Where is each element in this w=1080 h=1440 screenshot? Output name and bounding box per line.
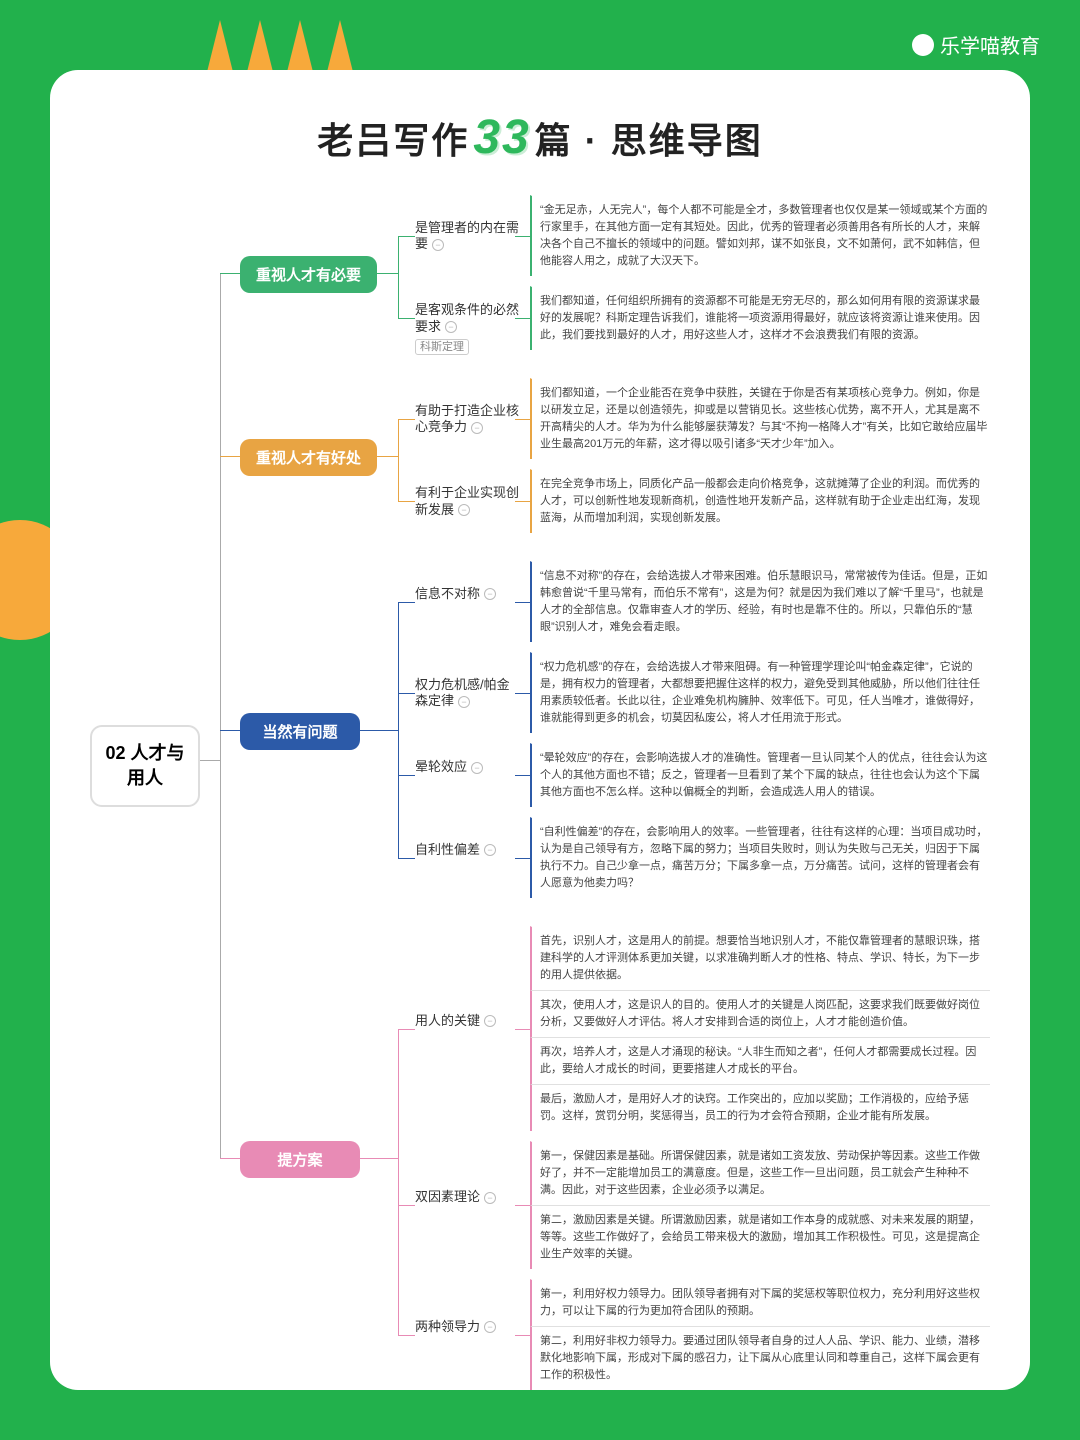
page-title: 老吕写作33篇 · 思维导图 [80,110,1000,165]
collapse-icon[interactable]: − [471,422,483,434]
leaf-group: “信息不对称”的存在，会给选拔人才带来困难。伯乐慧眼识马，常常被传为佳话。但是，… [530,561,990,642]
branch-node: 提方案 [240,1141,360,1178]
leaf-group: “晕轮效应”的存在，会影响选拔人才的准确性。管理者一旦认同某个人的优点，往往会认… [530,743,990,807]
leaf-group: 我们都知道，任何组织所拥有的资源都不可能是无穷无尽的，那么如何用有限的资源谋求最… [530,286,990,350]
sub-node: 晕轮效应− [415,759,483,776]
leaf-text: 其次，使用人才，这是识人的目的。使用人才的关键是人岗匹配，这要求我们既要做好岗位… [530,990,990,1037]
leaf-group: “权力危机感”的存在，会给选拔人才带来阻碍。有一种管理学理论叫“帕金森定律”，它… [530,652,990,733]
sub-label: 自利性偏差 [415,842,480,857]
leaf-text: 首先，识别人才，这是用人的前提。想要恰当地识别人才，不能仅靠管理者的慧眼识珠，搭… [530,926,990,990]
leaf-text: 第二，利用好非权力领导力。要通过团队领导者自身的过人人品、学识、能力、业绩，潜移… [530,1326,990,1390]
mindmap-canvas: 02 人才与用人 “金无足赤，人无完人”，每个人都不可能是全才，多数管理者也仅仅… [80,195,1000,1335]
sub-label: 信息不对称 [415,586,480,601]
leaf-text: “金无足赤，人无完人”，每个人都不可能是全才，多数管理者也仅仅是某一领域或某个方… [530,195,990,276]
leaf-group: 第一，保健因素是基础。所谓保健因素，就是诸如工资发放、劳动保护等因素。这些工作做… [530,1141,990,1269]
leaf-text: 我们都知道，任何组织所拥有的资源都不可能是无穷无尽的，那么如何用有限的资源谋求最… [530,286,990,350]
sub-label: 双因素理论 [415,1189,480,1204]
collapse-icon[interactable]: − [445,321,457,333]
sub-tag: 科斯定理 [415,339,469,355]
collapse-icon[interactable]: − [484,844,496,856]
leaf-group: 我们都知道，一个企业能否在竞争中获胜，关键在于你是否有某项核心竞争力。例如，你是… [530,378,990,459]
leaf-text: 第二，激励因素是关键。所谓激励因素，就是诸如工作本身的成就感、对未来发展的期望，… [530,1205,990,1269]
leaf-text: 第一，保健因素是基础。所谓保健因素，就是诸如工资发放、劳动保护等因素。这些工作做… [530,1141,990,1205]
sub-label: 是客观条件的必然要求 [415,302,519,334]
title-pre: 老吕写作 [317,120,469,161]
title-post: 篇 · 思维导图 [535,120,763,161]
collapse-icon[interactable]: − [484,1192,496,1204]
leaf-group: 首先，识别人才，这是用人的前提。想要恰当地识别人才，不能仅靠管理者的慧眼识珠，搭… [530,926,990,1131]
sub-label: 有助于打造企业核心竞争力 [415,403,519,435]
leaf-group: “金无足赤，人无完人”，每个人都不可能是全才，多数管理者也仅仅是某一领域或某个方… [530,195,990,276]
leaf-text: 我们都知道，一个企业能否在竞争中获胜，关键在于你是否有某项核心竞争力。例如，你是… [530,378,990,459]
title-number: 33 [473,111,530,164]
sub-node: 信息不对称− [415,586,496,603]
branch-node: 重视人才有好处 [240,439,377,476]
sub-label: 是管理者的内在需要 [415,220,519,252]
sub-label: 两种领导力 [415,1319,480,1334]
branch-node: 重视人才有必要 [240,256,377,293]
sub-node: 用人的关键− [415,1013,496,1030]
leaf-text: “权力危机感”的存在，会给选拔人才带来阻碍。有一种管理学理论叫“帕金森定律”，它… [530,652,990,733]
leaf-text: “信息不对称”的存在，会给选拔人才带来困难。伯乐慧眼识马，常常被传为佳话。但是，… [530,561,990,642]
leaf-text: 在完全竞争市场上，同质化产品一般都会走向价格竞争，这就摊薄了企业的利润。而优秀的… [530,469,990,533]
branch-node: 当然有问题 [240,713,360,750]
sub-label: 用人的关键 [415,1013,480,1028]
brand-text: 乐学喵教育 [940,30,1040,59]
sub-node: 两种领导力− [415,1319,496,1336]
collapse-icon[interactable]: − [484,1321,496,1333]
sub-label: 晕轮效应 [415,759,467,774]
sub-node: 是管理者的内在需要− [415,220,520,254]
sub-node: 自利性偏差− [415,842,496,859]
collapse-icon[interactable]: − [458,696,470,708]
mindmap-card: 老吕写作33篇 · 思维导图 02 人才与用人 “金无足赤，人无完人”，每个人都… [50,70,1030,1390]
collapse-icon[interactable]: − [458,504,470,516]
collapse-icon[interactable]: − [484,588,496,600]
leaf-text: 最后，激励人才，是用好人才的诀窍。工作突出的，应加以奖励；工作消极的，应给予惩罚… [530,1084,990,1131]
leaf-text: 第一，利用好权力领导力。团队领导者拥有对下属的奖惩权等职位权力，充分利用好这些权… [530,1279,990,1326]
leaf-text: 再次，培养人才，这是人才涌现的秘诀。“人非生而知之者”，任何人才都需要成长过程。… [530,1037,990,1084]
leaf-group: “自利性偏差”的存在，会影响用人的效率。一些管理者，往往有这样的心理：当项目成功… [530,817,990,898]
collapse-icon[interactable]: − [432,239,444,251]
collapse-icon[interactable]: − [471,762,483,774]
sub-node: 有助于打造企业核心竞争力− [415,403,520,437]
brand-icon [912,34,934,56]
leaf-group: 在完全竞争市场上，同质化产品一般都会走向价格竞争，这就摊薄了企业的利润。而优秀的… [530,469,990,533]
sub-node: 是客观条件的必然要求− 科斯定理 [415,302,520,355]
sub-node: 有利于企业实现创新发展− [415,485,520,519]
leaf-group: 第一，利用好权力领导力。团队领导者拥有对下属的奖惩权等职位权力，充分利用好这些权… [530,1279,990,1390]
leaf-text: “自利性偏差”的存在，会影响用人的效率。一些管理者，往往有这样的心理：当项目成功… [530,817,990,898]
brand-badge: 乐学喵教育 [912,30,1040,59]
leaf-text: “晕轮效应”的存在，会影响选拔人才的准确性。管理者一旦认同某个人的优点，往往会认… [530,743,990,807]
sub-node: 权力危机感/帕金森定律− [415,677,520,711]
root-node: 02 人才与用人 [90,725,200,807]
collapse-icon[interactable]: − [484,1015,496,1027]
sub-node: 双因素理论− [415,1189,496,1206]
